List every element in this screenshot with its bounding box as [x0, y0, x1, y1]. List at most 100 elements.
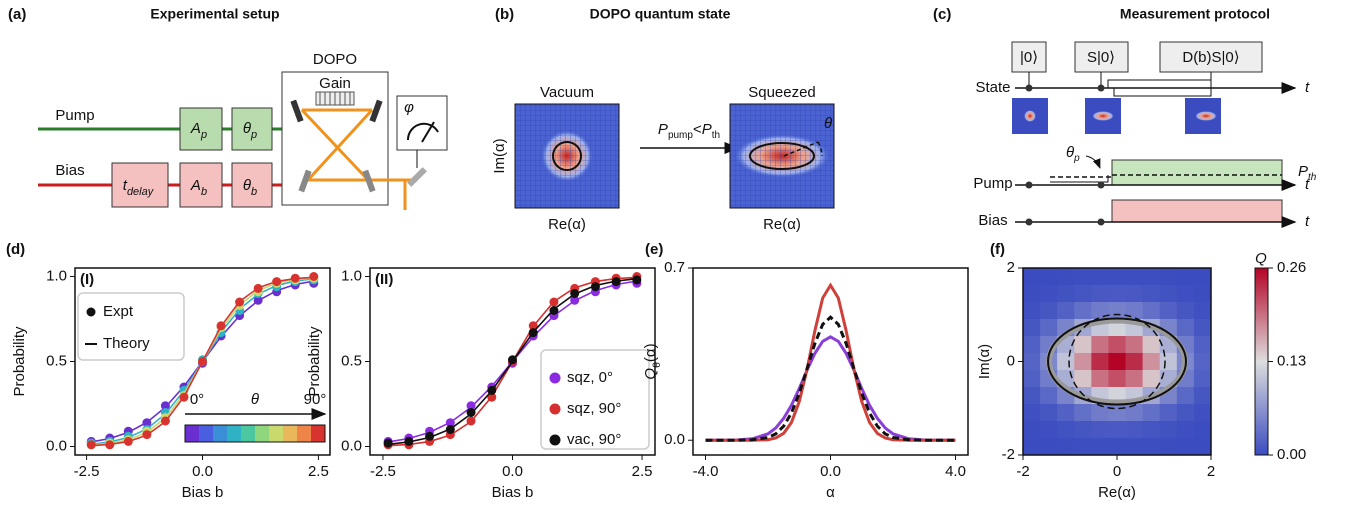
panel-label: (f) — [990, 241, 1005, 258]
subpanel-label: (I) — [80, 271, 94, 288]
colorbar-swatch — [213, 425, 228, 442]
heatmap-cell — [1023, 421, 1041, 439]
data-point — [590, 282, 600, 292]
heatmap-cell — [1074, 302, 1092, 320]
heatmap-cell — [1159, 285, 1178, 303]
data-point — [549, 306, 559, 315]
threshold-text: Ppump<Pth — [658, 121, 720, 141]
heatmap-cell — [1142, 438, 1161, 456]
heatmap-cell — [1125, 302, 1144, 320]
heatmap-cell — [1193, 319, 1212, 337]
heatmap-cell — [1125, 438, 1144, 456]
text-part: Q — [642, 368, 659, 380]
panel-title: DOPO quantum state — [590, 6, 731, 22]
thumb-blob — [1092, 111, 1114, 121]
data-point — [198, 357, 207, 366]
heatmap-cell — [1142, 353, 1161, 371]
heatmap-cell — [1108, 336, 1126, 354]
heatmap-cell — [1176, 285, 1195, 303]
data-point — [160, 416, 170, 426]
data-point — [528, 321, 538, 331]
data-point — [508, 355, 517, 365]
contour — [1047, 317, 1187, 406]
heatmap-cell — [1040, 387, 1058, 405]
heatmap-cell — [1142, 285, 1161, 303]
heatmap-cell — [1057, 404, 1075, 422]
legend-marker — [549, 403, 561, 415]
y-tick-label: 0 — [1007, 352, 1015, 369]
data-point — [253, 295, 263, 305]
x-axis-label: Re(α) — [1098, 484, 1136, 501]
meter-arc — [406, 122, 439, 141]
image-grid — [729, 103, 835, 209]
colorbar-swatch — [185, 425, 200, 442]
heatmap-cell — [1040, 302, 1058, 320]
text-part: A — [190, 120, 201, 137]
heatmap-cell — [1142, 421, 1161, 439]
data-point — [142, 418, 152, 428]
box-label: θp — [243, 120, 257, 141]
legend-label: vac, 90° — [567, 431, 621, 448]
heatmap-cell — [1159, 404, 1178, 422]
heatmap-cell — [1023, 336, 1041, 354]
panel-label: (d) — [6, 241, 25, 258]
legend-box — [540, 349, 650, 450]
time-label: t — [1305, 213, 1310, 230]
heatmap-cell — [1057, 302, 1075, 320]
mirror — [298, 169, 312, 193]
phi-label: φ — [404, 99, 414, 116]
thumb-blob — [1024, 110, 1036, 122]
heatmap-cell — [1125, 404, 1144, 422]
threshold-line — [1050, 174, 1282, 178]
text-part: P — [658, 121, 668, 138]
heatmap-cell — [1040, 421, 1058, 439]
heatmap-cell — [1193, 268, 1212, 286]
heatmap-cell — [1057, 421, 1075, 439]
heatmap-cell — [1023, 387, 1041, 405]
heatmap-cell — [1159, 353, 1178, 371]
panel-title: Measurement protocol — [1120, 6, 1270, 22]
pump-pulse — [1111, 159, 1283, 186]
y-tick-label: 0.7 — [664, 259, 685, 276]
x-tick-label: 2.5 — [308, 463, 329, 480]
data-point — [466, 408, 476, 417]
x-axis-label: α — [826, 484, 835, 501]
heatmap-cell — [1159, 438, 1178, 456]
heatmap-cell — [1057, 438, 1075, 456]
colorbar-swatch — [269, 425, 284, 442]
heatmap-cell — [1125, 268, 1144, 286]
state-box — [1074, 41, 1129, 73]
y-tick-label: 0.0 — [341, 437, 362, 454]
x-label: Re(α) — [763, 216, 801, 233]
state-label: S|0⟩ — [1087, 49, 1115, 66]
angle-guide — [783, 141, 823, 157]
heatmap-cell — [1193, 336, 1212, 354]
heatmap-cell — [1193, 353, 1212, 371]
heatmap-cell — [1108, 421, 1126, 439]
panel-label: (c) — [933, 6, 951, 23]
heatmap-cell — [1193, 404, 1212, 422]
heatmap-cell — [1159, 421, 1178, 439]
text-part: θ — [1066, 144, 1074, 161]
x-axis-label: Bias b — [492, 484, 534, 501]
heatmap-cell — [1108, 302, 1126, 320]
data-point — [404, 436, 414, 446]
heatmap-cell — [1176, 438, 1195, 456]
data-point — [160, 401, 170, 411]
crystal-hatch — [319, 92, 351, 105]
heatmap-cell — [1074, 285, 1092, 303]
heatmap-cell — [1023, 353, 1041, 371]
x-label: Re(α) — [548, 216, 586, 233]
heatmap-cell — [1091, 353, 1109, 371]
heatmap-cell — [1108, 370, 1126, 388]
subscript: p — [250, 129, 257, 141]
contour — [1068, 313, 1166, 410]
legend-label: Expt — [103, 303, 134, 320]
data-point — [235, 297, 245, 307]
y-tick-label: 0.5 — [46, 352, 67, 369]
vacuum-label: Vacuum — [540, 84, 594, 101]
subscript: th — [1308, 172, 1317, 183]
colorbar-swatch — [241, 425, 256, 442]
data-point — [632, 275, 642, 285]
amp-box — [179, 107, 223, 151]
